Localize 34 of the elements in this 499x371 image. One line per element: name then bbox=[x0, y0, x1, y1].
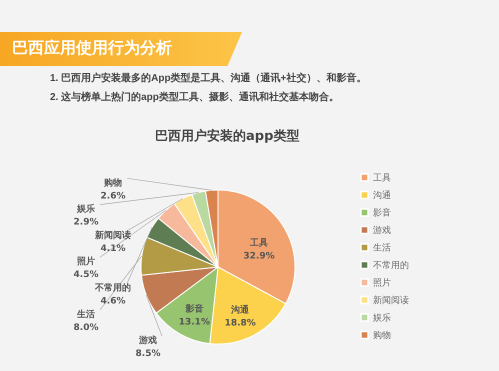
text: 2. 这与榜单上热门的app类型工具、摄影、通讯和社交基本吻合。 bbox=[50, 90, 339, 104]
slice-label: 生活 bbox=[76, 308, 95, 320]
chart-title: 巴西用户安装的app类型 bbox=[155, 128, 300, 144]
legend-label: 娱乐 bbox=[373, 312, 391, 324]
legend-label: 工具 bbox=[373, 172, 391, 184]
data-label: 4.1% bbox=[100, 244, 126, 254]
data-label: 8.0% bbox=[74, 322, 98, 333]
data-label: 4.5% bbox=[74, 270, 98, 280]
legend-label: 不常用的 bbox=[373, 260, 409, 271]
legend-label: 影音 bbox=[373, 208, 391, 218]
data-label: 4.6% bbox=[100, 296, 126, 307]
slice-label: 工具 bbox=[249, 238, 268, 249]
slice-label: 照片 bbox=[77, 256, 95, 268]
legend-label: 沟通 bbox=[373, 190, 391, 201]
slice-label: 影音 bbox=[184, 303, 204, 314]
data-label: 8.5% bbox=[136, 349, 160, 360]
data-label: 13.1% bbox=[178, 317, 210, 328]
slice-label: 新闻阅读 bbox=[94, 230, 131, 241]
data-label: 2.6% bbox=[100, 191, 126, 202]
data-label: 2.9% bbox=[74, 218, 98, 228]
text: 巴西应用使用行为分析 bbox=[0, 32, 242, 66]
slice-label: 不常用的 bbox=[94, 282, 131, 294]
data-label: 18.8% bbox=[224, 318, 256, 328]
slice-label: 购物 bbox=[103, 177, 122, 188]
data-label: 32.9% bbox=[243, 252, 275, 262]
legend-label: 新闻阅读 bbox=[373, 295, 409, 306]
slice-label: 沟通 bbox=[230, 304, 250, 316]
legend-label: 购物 bbox=[373, 330, 391, 341]
legend-label: 生活 bbox=[373, 242, 391, 254]
text: 1. 巴西用户安装最多的App类型是工具、沟通（通讯+社交）、和影音。 bbox=[50, 71, 366, 85]
legend-label: 游戏 bbox=[373, 225, 391, 236]
slice-label: 游戏 bbox=[138, 335, 157, 346]
legend-label: 照片 bbox=[373, 278, 391, 288]
slice-label: 娱乐 bbox=[76, 204, 95, 215]
